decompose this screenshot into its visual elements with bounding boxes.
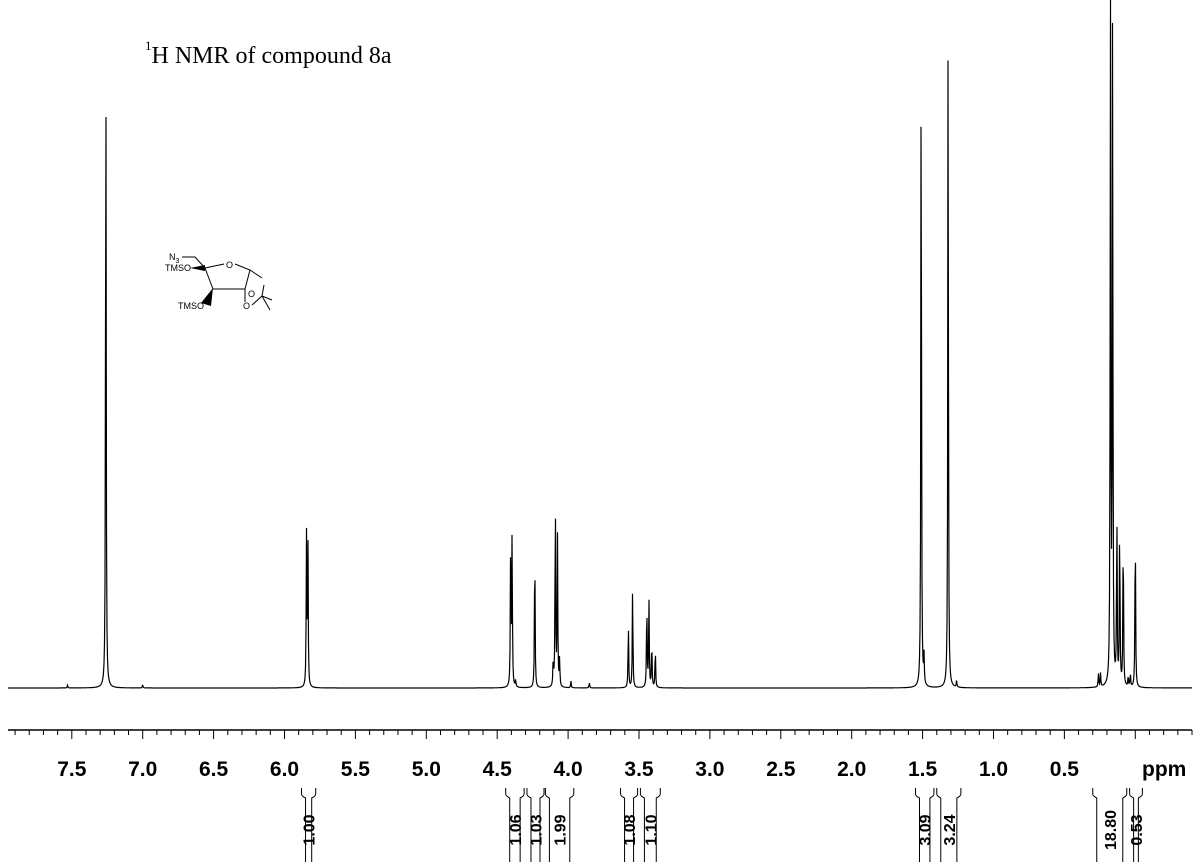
integral-18-80: 18.80 bbox=[1092, 788, 1128, 862]
compound-structure: N3 TMSO O TMSO O O bbox=[165, 252, 273, 311]
furanose-ring bbox=[204, 263, 251, 290]
title-text: H NMR of compound 8a bbox=[151, 43, 392, 69]
integral-value-label: 3.09 bbox=[918, 814, 935, 845]
tick-label: 7.0 bbox=[128, 758, 157, 781]
integral-brackets: 1.00 1.06 1.03 1.99 1.08 1.10 3.09 3.24 18.80 0.5… bbox=[301, 788, 1146, 862]
integral-1-00: 1.00 bbox=[301, 788, 319, 862]
integral-0-53: 0.53 bbox=[1129, 788, 1146, 862]
tick-label: 4.5 bbox=[483, 758, 513, 781]
integral-bracket bbox=[936, 788, 962, 862]
integral-bracket bbox=[526, 788, 545, 862]
tick-label: 7.5 bbox=[57, 758, 87, 781]
tmso-top-label: TMSO bbox=[165, 263, 191, 273]
integral-value-label: 1.00 bbox=[302, 814, 319, 845]
integral-3-09: 3.09 bbox=[914, 788, 935, 862]
acetonide-o2-label: O bbox=[243, 301, 250, 311]
integral-bracket bbox=[1092, 788, 1128, 862]
integral-bracket bbox=[914, 788, 935, 862]
integral-1-99: 1.99 bbox=[544, 788, 575, 862]
integral-1-06: 1.06 bbox=[505, 788, 525, 862]
wedge-bond-top bbox=[190, 265, 205, 271]
integral-bracket bbox=[620, 788, 639, 862]
integral-bracket bbox=[639, 788, 661, 862]
integral-value-label: 1.08 bbox=[622, 814, 639, 845]
tmso-bottom-label: TMSO bbox=[178, 301, 204, 311]
integral-1-03: 1.03 bbox=[526, 788, 545, 862]
methyl-1 bbox=[261, 284, 265, 297]
integral-value-label: 1.03 bbox=[528, 814, 545, 845]
azide-label: N3 bbox=[169, 252, 180, 265]
integral-value-label: 0.53 bbox=[1129, 814, 1146, 845]
integral-value-label: 1.10 bbox=[643, 814, 660, 845]
azide-bond bbox=[182, 256, 206, 269]
tick-label: 1.5 bbox=[908, 758, 938, 781]
tick-label: 1.0 bbox=[979, 758, 1008, 781]
integral-1-08: 1.08 bbox=[620, 788, 639, 862]
integral-bracket bbox=[544, 788, 575, 862]
tick-label: 6.5 bbox=[199, 758, 229, 781]
title-superscript: 1 bbox=[145, 38, 152, 53]
spectrum-trace bbox=[8, 0, 1192, 689]
integral-1-10: 1.10 bbox=[639, 788, 661, 862]
tick-label: 5.5 bbox=[341, 758, 371, 781]
integral-bracket bbox=[301, 788, 317, 862]
ppm-axis-ticks bbox=[14, 730, 1193, 739]
methyl-2 bbox=[261, 295, 271, 311]
integral-bracket bbox=[505, 788, 525, 862]
integral-value-label: 1.99 bbox=[553, 814, 570, 845]
integral-3-24: 3.24 bbox=[936, 788, 962, 862]
tick-label: 0.5 bbox=[1050, 758, 1080, 781]
integral-bracket bbox=[1129, 788, 1143, 862]
chart-title: 1H NMR of compound 8a bbox=[145, 38, 392, 70]
tick-label: 2.5 bbox=[766, 758, 796, 781]
ring-oxygen-label: O bbox=[226, 260, 233, 270]
integral-value-label: 18.80 bbox=[1103, 810, 1120, 850]
ppm-axis-tick-labels: 7.5 7.0 6.5 6.0 5.5 5.0 4.5 4.0 3.5 3.0 2.5 2.0 1.5 1… bbox=[57, 758, 1079, 781]
tick-label: 3.0 bbox=[695, 758, 724, 781]
tick-label: 5.0 bbox=[412, 758, 441, 781]
acetonide-o1-label: O bbox=[248, 289, 255, 299]
wedge-bond-bottom bbox=[201, 288, 213, 306]
tick-label: 4.0 bbox=[553, 758, 582, 781]
integral-value-label: 3.24 bbox=[942, 814, 959, 845]
tick-label: 3.5 bbox=[624, 758, 654, 781]
tick-label: 6.0 bbox=[270, 758, 299, 781]
integral-value-label: 1.06 bbox=[508, 814, 525, 845]
anomeric-bond bbox=[249, 269, 263, 279]
tick-label: 2.0 bbox=[837, 758, 866, 781]
ppm-axis-unit-label: ppm bbox=[1142, 758, 1186, 781]
